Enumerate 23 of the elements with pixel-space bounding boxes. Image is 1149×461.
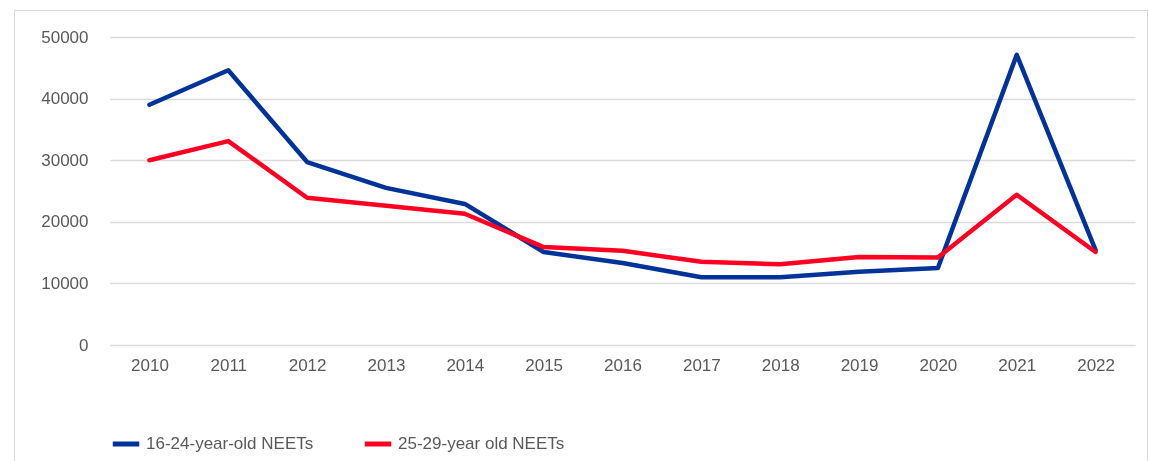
x-tick-label: 2011 xyxy=(210,355,248,375)
x-tick-label: 2020 xyxy=(919,355,958,375)
x-tick-label: 2015 xyxy=(525,355,564,375)
y-tick-label: 10000 xyxy=(41,273,89,293)
x-tick-label: 2021 xyxy=(998,355,1037,375)
y-tick-label: 40000 xyxy=(41,89,89,109)
legend-label: 25-29-year old NEETs xyxy=(398,434,565,453)
x-tick-label: 2016 xyxy=(604,355,642,375)
line-series xyxy=(147,138,1098,267)
x-tick-label: 2018 xyxy=(761,355,800,375)
x-tick-label: 2022 xyxy=(1077,355,1115,375)
x-tick-label: 2019 xyxy=(840,355,879,375)
line-series xyxy=(147,52,1098,280)
y-tick-label: 0 xyxy=(79,335,89,355)
x-tick-label: 2012 xyxy=(288,355,327,375)
y-tick-label: 50000 xyxy=(41,27,89,47)
x-tick-label: 2013 xyxy=(367,355,406,375)
y-tick-label: 20000 xyxy=(41,212,89,232)
x-tick-label: 2010 xyxy=(131,355,169,375)
x-tick-label: 2017 xyxy=(682,355,721,375)
y-tick-label: 30000 xyxy=(41,150,89,170)
x-tick-label: 2014 xyxy=(446,355,485,375)
legend-label: 16-24-year-old NEETs xyxy=(146,434,314,453)
